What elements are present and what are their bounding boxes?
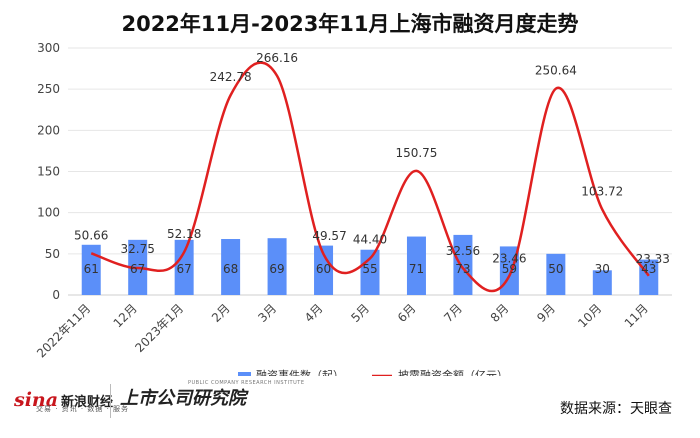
bar — [221, 239, 241, 295]
legend-label-bar: 融资事件数（起） — [256, 369, 344, 376]
bar — [81, 244, 101, 295]
chart-title: 2022年11月-2023年11月上海市融资月度走势 — [121, 12, 579, 36]
legend-label-line: 披露融资金额（亿元） — [398, 368, 508, 376]
sina-brand: sina 新浪财经 — [14, 380, 113, 420]
x-tick-label: 11月 — [622, 301, 651, 330]
brand-tags: 交易 · 资讯 · 数据 · 服务 — [36, 405, 130, 413]
line-data-label: 52.18 — [167, 227, 201, 241]
line-data-label: 50.66 — [74, 228, 108, 242]
line-data-label: 266.16 — [256, 51, 298, 65]
bar-data-label: 60 — [316, 262, 331, 276]
bar-data-label: 67 — [130, 262, 145, 276]
bar-data-label: 61 — [84, 262, 99, 276]
line-data-label: 250.64 — [535, 64, 577, 78]
x-tick-label: 2022年11月 — [34, 301, 93, 360]
chart: 0 50 100 150 200 250 300 61 67 67 68 69 60 55 71 73 59 50… — [34, 41, 672, 376]
x-tick-label: 2月 — [209, 301, 233, 325]
line-data-label: 242.78 — [210, 70, 252, 84]
bar — [592, 270, 612, 295]
bar-data-label: 69 — [269, 262, 284, 276]
y-tick-label: 250 — [37, 82, 60, 96]
x-tick-label: 10月 — [575, 301, 604, 330]
line-data-label: 150.75 — [395, 146, 437, 160]
data-source: 数据来源：天眼查 — [560, 401, 672, 417]
x-tick-label: 3月 — [255, 301, 279, 325]
line-data-label: 32.75 — [121, 242, 155, 256]
line-data-label: 44.40 — [353, 232, 387, 246]
y-tick-label: 200 — [37, 123, 60, 137]
series-line — [90, 61, 650, 293]
bar — [406, 236, 426, 295]
line-data-label: 23.46 — [492, 252, 526, 266]
legend-swatch-bar — [238, 372, 251, 376]
x-tick-label: 12月 — [111, 301, 140, 330]
footer: sina 新浪财经 交易 · 资讯 · 数据 · 服务 PUBLIC COMPA… — [0, 376, 700, 436]
bar — [546, 253, 566, 295]
y-tick-label: 0 — [52, 288, 60, 302]
line-data-label: 103.72 — [581, 185, 623, 199]
bar-data-label: 30 — [595, 262, 610, 276]
bar-data-label: 43 — [641, 262, 656, 276]
institute-subtitle: PUBLIC COMPANY RESEARCH INSTITUTE — [188, 380, 305, 386]
x-tick-label: 4月 — [302, 301, 326, 325]
y-tick-label: 300 — [37, 41, 60, 55]
bar — [453, 234, 473, 295]
bar-data-label: 59 — [502, 262, 517, 276]
y-tick-label: 50 — [45, 247, 60, 261]
institute-name: 上市公司研究院 — [120, 388, 246, 409]
x-tick-label: 6月 — [395, 301, 419, 325]
x-tick-label: 7月 — [441, 301, 465, 325]
x-tick-label: 5月 — [348, 301, 372, 325]
bar — [314, 245, 334, 295]
bar-data-label: 71 — [409, 262, 424, 276]
line-data-label: 23.33 — [636, 252, 670, 266]
bar-data-label: 73 — [455, 262, 470, 276]
bar-data-label: 50 — [548, 262, 563, 276]
footer-divider — [110, 384, 111, 418]
bar — [267, 238, 287, 295]
y-tick-label: 150 — [37, 165, 60, 179]
x-tick-label: 9月 — [534, 301, 558, 325]
bar — [174, 239, 194, 295]
bar-data-label: 55 — [362, 262, 377, 276]
y-tick-label: 100 — [37, 206, 60, 220]
bar-data-label: 67 — [177, 262, 192, 276]
sina-logo-icon: sina — [14, 389, 59, 411]
brand-name: 新浪财经 — [61, 394, 114, 410]
line-data-label: 49.57 — [312, 229, 346, 243]
x-tick-label: 2023年1月 — [132, 301, 186, 355]
bar-data-label: 68 — [223, 262, 238, 276]
x-tick-label: 8月 — [488, 301, 512, 325]
line-data-label: 32.56 — [446, 244, 480, 258]
